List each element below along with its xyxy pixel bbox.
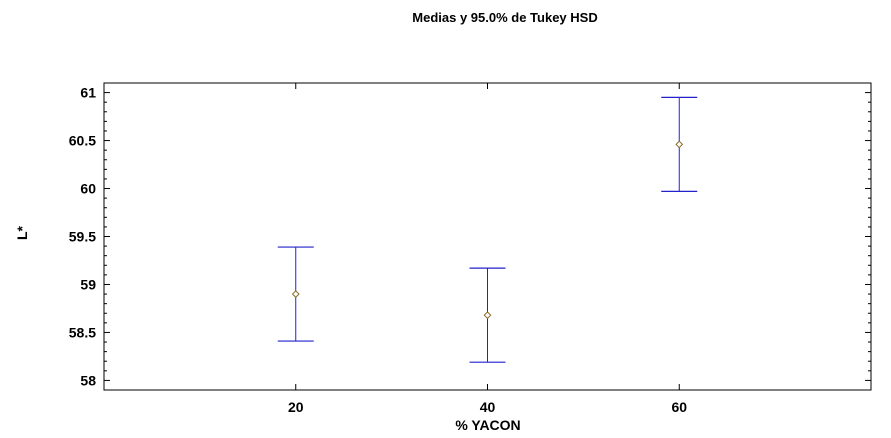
- chart-title: Medias y 95.0% de Tukey HSD: [412, 10, 597, 25]
- y-tick-label: 60.5: [69, 133, 96, 149]
- y-tick-label: 59.5: [69, 229, 96, 245]
- y-tick-label: 60: [80, 181, 96, 197]
- x-tick-label: 20: [288, 399, 304, 415]
- x-tick-label: 60: [671, 399, 687, 415]
- y-axis: 58 58.5 59 59.5 60 60.5 61: [69, 85, 871, 388]
- interval-group: [469, 267, 506, 363]
- interval-group: [277, 246, 314, 342]
- x-axis: 20 40 60: [288, 83, 687, 415]
- y-axis-label: L*: [14, 225, 30, 240]
- x-axis-label: % YACON: [455, 417, 520, 433]
- interval-group: [661, 96, 698, 193]
- mean-point: [291, 290, 300, 298]
- y-tick-label: 61: [80, 85, 96, 101]
- x-tick-label: 40: [480, 399, 496, 415]
- y-tick-label: 58: [80, 372, 96, 388]
- y-tick-label: 58.5: [69, 324, 96, 340]
- y-tick-label: 59: [80, 276, 96, 292]
- interval-plot: [277, 96, 698, 363]
- mean-point: [675, 140, 684, 149]
- mean-point: [483, 311, 492, 320]
